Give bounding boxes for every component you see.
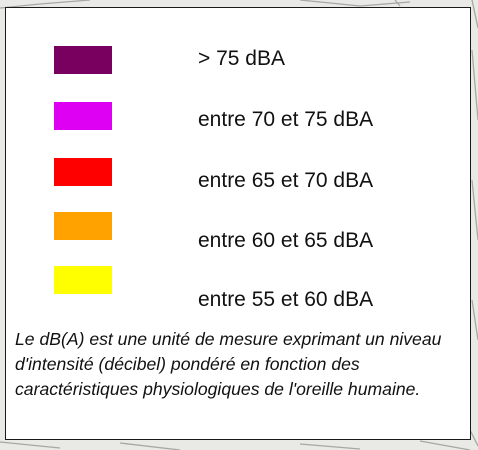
map-road-line [471, 49, 478, 121]
map-road-line [394, 0, 401, 7]
legend-label: entre 65 et 70 dBA [198, 169, 374, 192]
legend-item: > 75 dBA [6, 46, 470, 76]
legend-note: Le dB(A) est une unité de mesure exprima… [15, 329, 442, 399]
map-road-line [471, 0, 478, 29]
legend-swatch [54, 158, 112, 186]
legend-label: entre 60 et 65 dBA [198, 229, 374, 252]
legend-item: entre 70 et 75 dBA [6, 102, 470, 132]
map-road-line [471, 179, 478, 241]
noise-legend-panel: > 75 dBA entre 70 et 75 dBA entre 65 et … [5, 7, 471, 440]
legend-label: > 75 dBA [198, 47, 285, 70]
map-road-line [0, 0, 91, 9]
legend-label: entre 70 et 75 dBA [198, 108, 374, 131]
legend-swatch [54, 212, 112, 240]
map-road-line [299, 0, 411, 7]
legend-swatch [54, 102, 112, 130]
legend-item: entre 65 et 70 dBA [6, 158, 470, 192]
map-road-line [119, 442, 181, 450]
legend-label: entre 55 et 60 dBA [198, 288, 374, 311]
legend-item: entre 60 et 65 dBA [6, 212, 470, 251]
legend-swatch [54, 266, 112, 294]
map-road-line [299, 443, 361, 450]
map-road-line [0, 441, 61, 449]
legend-swatch [54, 46, 112, 74]
map-road-line [469, 429, 478, 447]
map-road-line [471, 299, 478, 341]
map-road-line [419, 440, 471, 450]
legend-item: entre 55 et 60 dBA [6, 266, 470, 310]
